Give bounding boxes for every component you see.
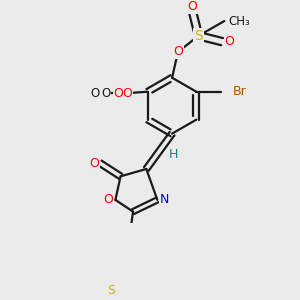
Text: Br: Br [233, 85, 247, 98]
Text: O: O [122, 87, 132, 100]
Text: O: O [173, 46, 183, 59]
Text: O: O [101, 87, 110, 100]
Text: O: O [89, 157, 99, 169]
Text: O: O [91, 87, 100, 100]
Text: S: S [194, 29, 203, 43]
Text: H: H [169, 148, 178, 161]
Text: O: O [224, 35, 234, 48]
Text: CH₃: CH₃ [228, 14, 250, 28]
Text: O: O [114, 87, 124, 100]
Text: S: S [107, 284, 115, 297]
Text: N: N [160, 194, 169, 206]
Text: O: O [103, 194, 113, 206]
Text: O: O [188, 0, 198, 13]
